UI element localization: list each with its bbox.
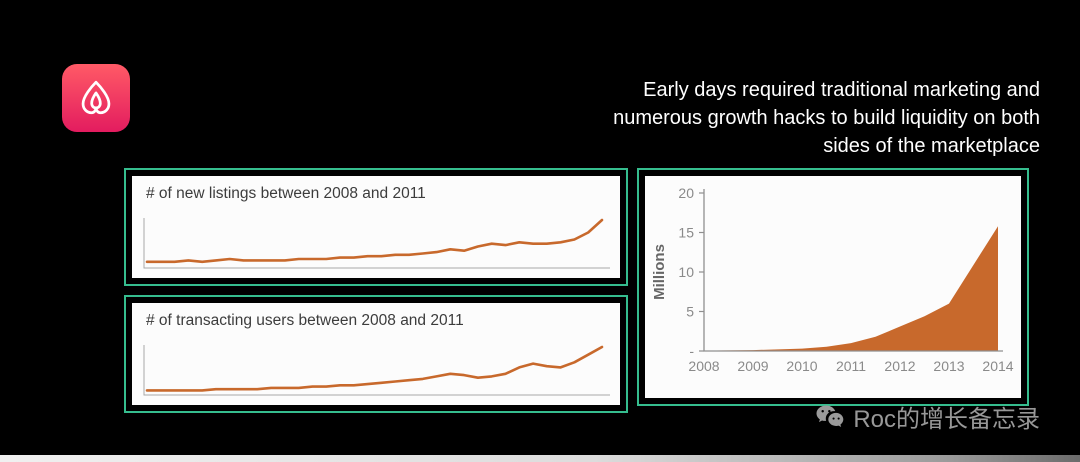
y-tick-label: 5 xyxy=(686,304,694,320)
y-tick-label: 20 xyxy=(678,185,694,201)
growth-area-chart: 20 15 10 5 -2008 2009 2010 2011 2012 2013 2014 Mill… xyxy=(651,185,1014,374)
new-listings-sparkline xyxy=(143,218,610,269)
x-tick-label: 2012 xyxy=(884,358,915,374)
y-tick-label: 10 xyxy=(678,264,694,280)
spark-axes xyxy=(143,345,610,396)
x-tick-label: 2009 xyxy=(737,358,768,374)
x-tick-label: 2008 xyxy=(688,358,719,374)
chart-panel-new-listings: # of new listings between 2008 and 2011 xyxy=(124,168,628,286)
x-tick-label: 2013 xyxy=(933,358,964,374)
airbnb-belo-icon xyxy=(81,80,111,115)
chart-title-new-listings: # of new listings between 2008 and 2011 xyxy=(146,185,426,202)
area-series xyxy=(704,226,998,351)
y-axis-title: Millions xyxy=(651,244,668,300)
chart-card: 20 15 10 5 -2008 2009 2010 2011 2012 2013 2014 Mill… xyxy=(645,176,1021,398)
watermark-text: Roc的增长备忘录 xyxy=(853,406,1040,433)
bottom-bar xyxy=(0,455,1080,462)
y-tick-label: - xyxy=(689,343,694,359)
y-tick-label: 15 xyxy=(678,225,694,241)
chart-card: # of transacting users between 2008 and … xyxy=(132,303,620,405)
x-tick-label: 2011 xyxy=(836,358,866,374)
chart-card: # of new listings between 2008 and 2011 xyxy=(132,176,620,278)
spark-axes xyxy=(143,218,610,269)
watermark: Roc的增长备忘录 xyxy=(815,399,1040,434)
x-tick-label: 2014 xyxy=(982,358,1013,374)
headline-line-2: numerous growth hacks to build liquidity… xyxy=(613,107,1040,129)
spark-line xyxy=(145,218,604,264)
chart-panel-transacting-users: # of transacting users between 2008 and … xyxy=(124,295,628,413)
headline-line-1: Early days required traditional marketin… xyxy=(643,79,1040,101)
chart-panel-growth: 20 15 10 5 -2008 2009 2010 2011 2012 2013 2014 Mill… xyxy=(637,168,1029,406)
spark-line xyxy=(145,345,604,392)
x-tick-label: 2010 xyxy=(786,358,817,374)
wechat-icon xyxy=(816,405,844,427)
transacting-users-sparkline xyxy=(143,345,610,396)
airbnb-logo xyxy=(62,64,130,132)
headline-line-3: sides of the marketplace xyxy=(823,135,1040,157)
headline: Early days required traditional marketin… xyxy=(460,76,1040,160)
chart-title-transacting-users: # of transacting users between 2008 and … xyxy=(146,312,464,329)
